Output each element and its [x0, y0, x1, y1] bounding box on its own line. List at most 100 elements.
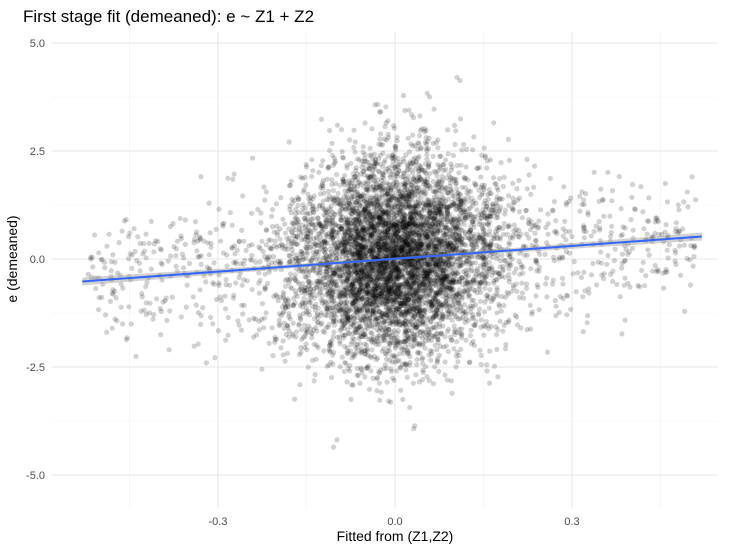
- data-point: [444, 284, 450, 290]
- data-point: [476, 221, 482, 227]
- data-point: [445, 151, 451, 157]
- data-point: [529, 311, 535, 317]
- data-point: [390, 237, 396, 243]
- data-point: [341, 279, 347, 285]
- data-point: [437, 331, 444, 337]
- data-point: [404, 258, 410, 264]
- data-point: [471, 180, 478, 186]
- data-point: [242, 257, 248, 263]
- data-point: [363, 283, 369, 289]
- data-point: [372, 288, 378, 294]
- data-point: [365, 262, 371, 268]
- data-point: [344, 217, 350, 223]
- data-point: [236, 238, 242, 245]
- data-point: [281, 292, 287, 298]
- data-point: [332, 278, 338, 284]
- data-point: [88, 256, 94, 262]
- data-point: [346, 247, 352, 254]
- data-point: [316, 249, 322, 255]
- data-point: [287, 206, 293, 212]
- data-point: [433, 272, 439, 278]
- data-point: [297, 313, 303, 319]
- data-point: [350, 280, 356, 286]
- data-point: [440, 227, 446, 233]
- data-point: [286, 298, 292, 304]
- data-point: [412, 162, 418, 168]
- data-point: [393, 264, 399, 270]
- data-point: [553, 228, 559, 234]
- data-point: [303, 305, 309, 311]
- data-point: [355, 208, 361, 214]
- data-point: [646, 218, 652, 224]
- data-point: [611, 258, 618, 264]
- data-point: [397, 290, 403, 296]
- data-point: [382, 249, 388, 255]
- data-point: [408, 223, 414, 229]
- data-point: [386, 226, 392, 232]
- data-point: [394, 368, 400, 374]
- data-point: [302, 174, 308, 180]
- data-point: [330, 352, 336, 358]
- data-point: [461, 248, 467, 254]
- data-point: [303, 308, 309, 314]
- data-point: [388, 277, 394, 283]
- data-point: [364, 289, 371, 295]
- data-point: [403, 196, 410, 202]
- data-point: [449, 317, 455, 323]
- data-point: [440, 239, 446, 245]
- data-point: [421, 283, 427, 289]
- data-point: [424, 273, 430, 280]
- data-point: [382, 268, 388, 274]
- data-point: [454, 307, 460, 313]
- data-point: [389, 353, 395, 359]
- data-point: [246, 317, 252, 323]
- data-point: [414, 294, 420, 301]
- data-point: [325, 324, 331, 330]
- data-point: [455, 296, 461, 302]
- data-point: [360, 196, 366, 202]
- data-point: [429, 348, 435, 354]
- data-point: [484, 273, 490, 279]
- data-point: [476, 195, 483, 201]
- data-point: [424, 90, 430, 96]
- data-point: [429, 298, 435, 304]
- data-point: [358, 267, 364, 273]
- data-point: [375, 290, 381, 296]
- data-point: [366, 262, 372, 268]
- data-point: [643, 273, 649, 279]
- data-point: [467, 260, 473, 266]
- data-point: [363, 277, 369, 283]
- data-point: [299, 280, 306, 287]
- data-point: [396, 358, 402, 364]
- data-point: [430, 221, 436, 227]
- data-point: [394, 273, 400, 279]
- data-point: [440, 267, 446, 273]
- data-point: [306, 227, 312, 233]
- data-point: [371, 173, 377, 179]
- data-point: [415, 328, 421, 334]
- data-point: [601, 276, 607, 282]
- data-point: [367, 145, 373, 151]
- data-point: [417, 237, 424, 243]
- data-point: [293, 334, 299, 340]
- data-point: [395, 285, 401, 291]
- data-point: [380, 242, 386, 248]
- data-point: [430, 237, 436, 243]
- data-point: [321, 243, 327, 249]
- data-point: [180, 265, 187, 271]
- data-point: [398, 321, 405, 327]
- data-point: [342, 201, 348, 207]
- data-point: [399, 174, 405, 180]
- data-point: [352, 327, 358, 333]
- data-point: [350, 313, 356, 319]
- data-point: [459, 331, 465, 337]
- data-point: [438, 220, 445, 226]
- data-point: [359, 276, 365, 282]
- data-point: [469, 315, 475, 322]
- data-point: [371, 187, 378, 193]
- data-point: [370, 214, 376, 220]
- data-point: [386, 285, 392, 291]
- data-point: [443, 298, 449, 304]
- data-point: [427, 231, 433, 237]
- data-point: [535, 284, 541, 290]
